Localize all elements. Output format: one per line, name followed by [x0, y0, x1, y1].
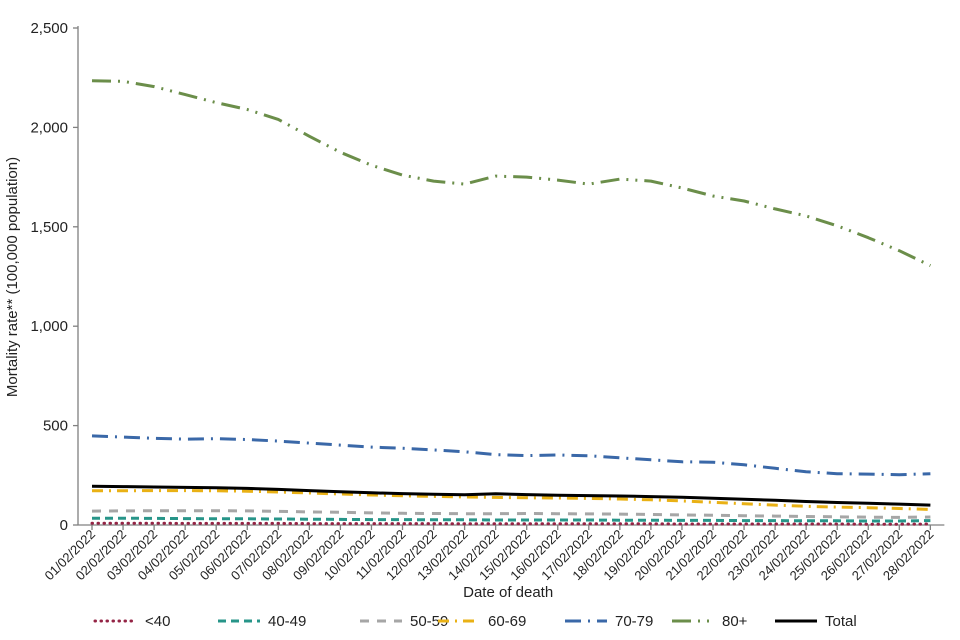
y-tick-label: 2,000 [30, 119, 68, 136]
legend-label-7079: 70-79 [615, 613, 653, 630]
series-line-total [91, 484, 931, 507]
legend-label-6069: 60-69 [488, 613, 526, 630]
legend-label-total: Total [825, 613, 857, 630]
legend-label-5059: 50-59 [410, 613, 448, 630]
y-tick-label: 0 [60, 517, 68, 534]
series-line-7079 [91, 434, 931, 477]
y-tick-label: 1,000 [30, 318, 68, 335]
legend-label-4049: 40-49 [268, 613, 306, 630]
legend-label-40: <40 [145, 613, 170, 630]
y-tick-label: 2,500 [30, 20, 68, 37]
y-tick-label: 1,500 [30, 219, 68, 236]
series-line-5059 [91, 509, 931, 519]
y-axis-title: Mortality rate** (100,000 population) [4, 157, 21, 397]
series-line-40 [90, 521, 932, 526]
legend-label-80: 80+ [722, 613, 748, 630]
series-line-4049 [92, 516, 931, 523]
y-tick-label: 500 [43, 418, 68, 435]
series-line-80 [91, 79, 932, 267]
x-axis-title: Date of death [463, 584, 553, 601]
